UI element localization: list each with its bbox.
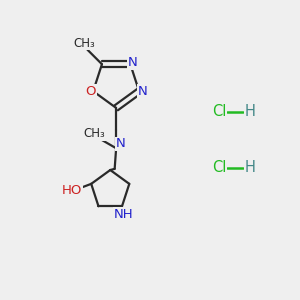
Text: HO: HO (62, 184, 82, 197)
Text: O: O (85, 85, 96, 98)
Text: Cl: Cl (212, 160, 226, 175)
Text: H: H (245, 160, 256, 175)
Text: CH₃: CH₃ (74, 37, 95, 50)
Text: H: H (245, 104, 256, 119)
Text: N: N (128, 56, 138, 69)
Text: N: N (138, 85, 148, 98)
Text: Cl: Cl (212, 104, 226, 119)
Text: N: N (116, 137, 125, 150)
Text: CH₃: CH₃ (83, 127, 105, 140)
Text: NH: NH (114, 208, 133, 221)
